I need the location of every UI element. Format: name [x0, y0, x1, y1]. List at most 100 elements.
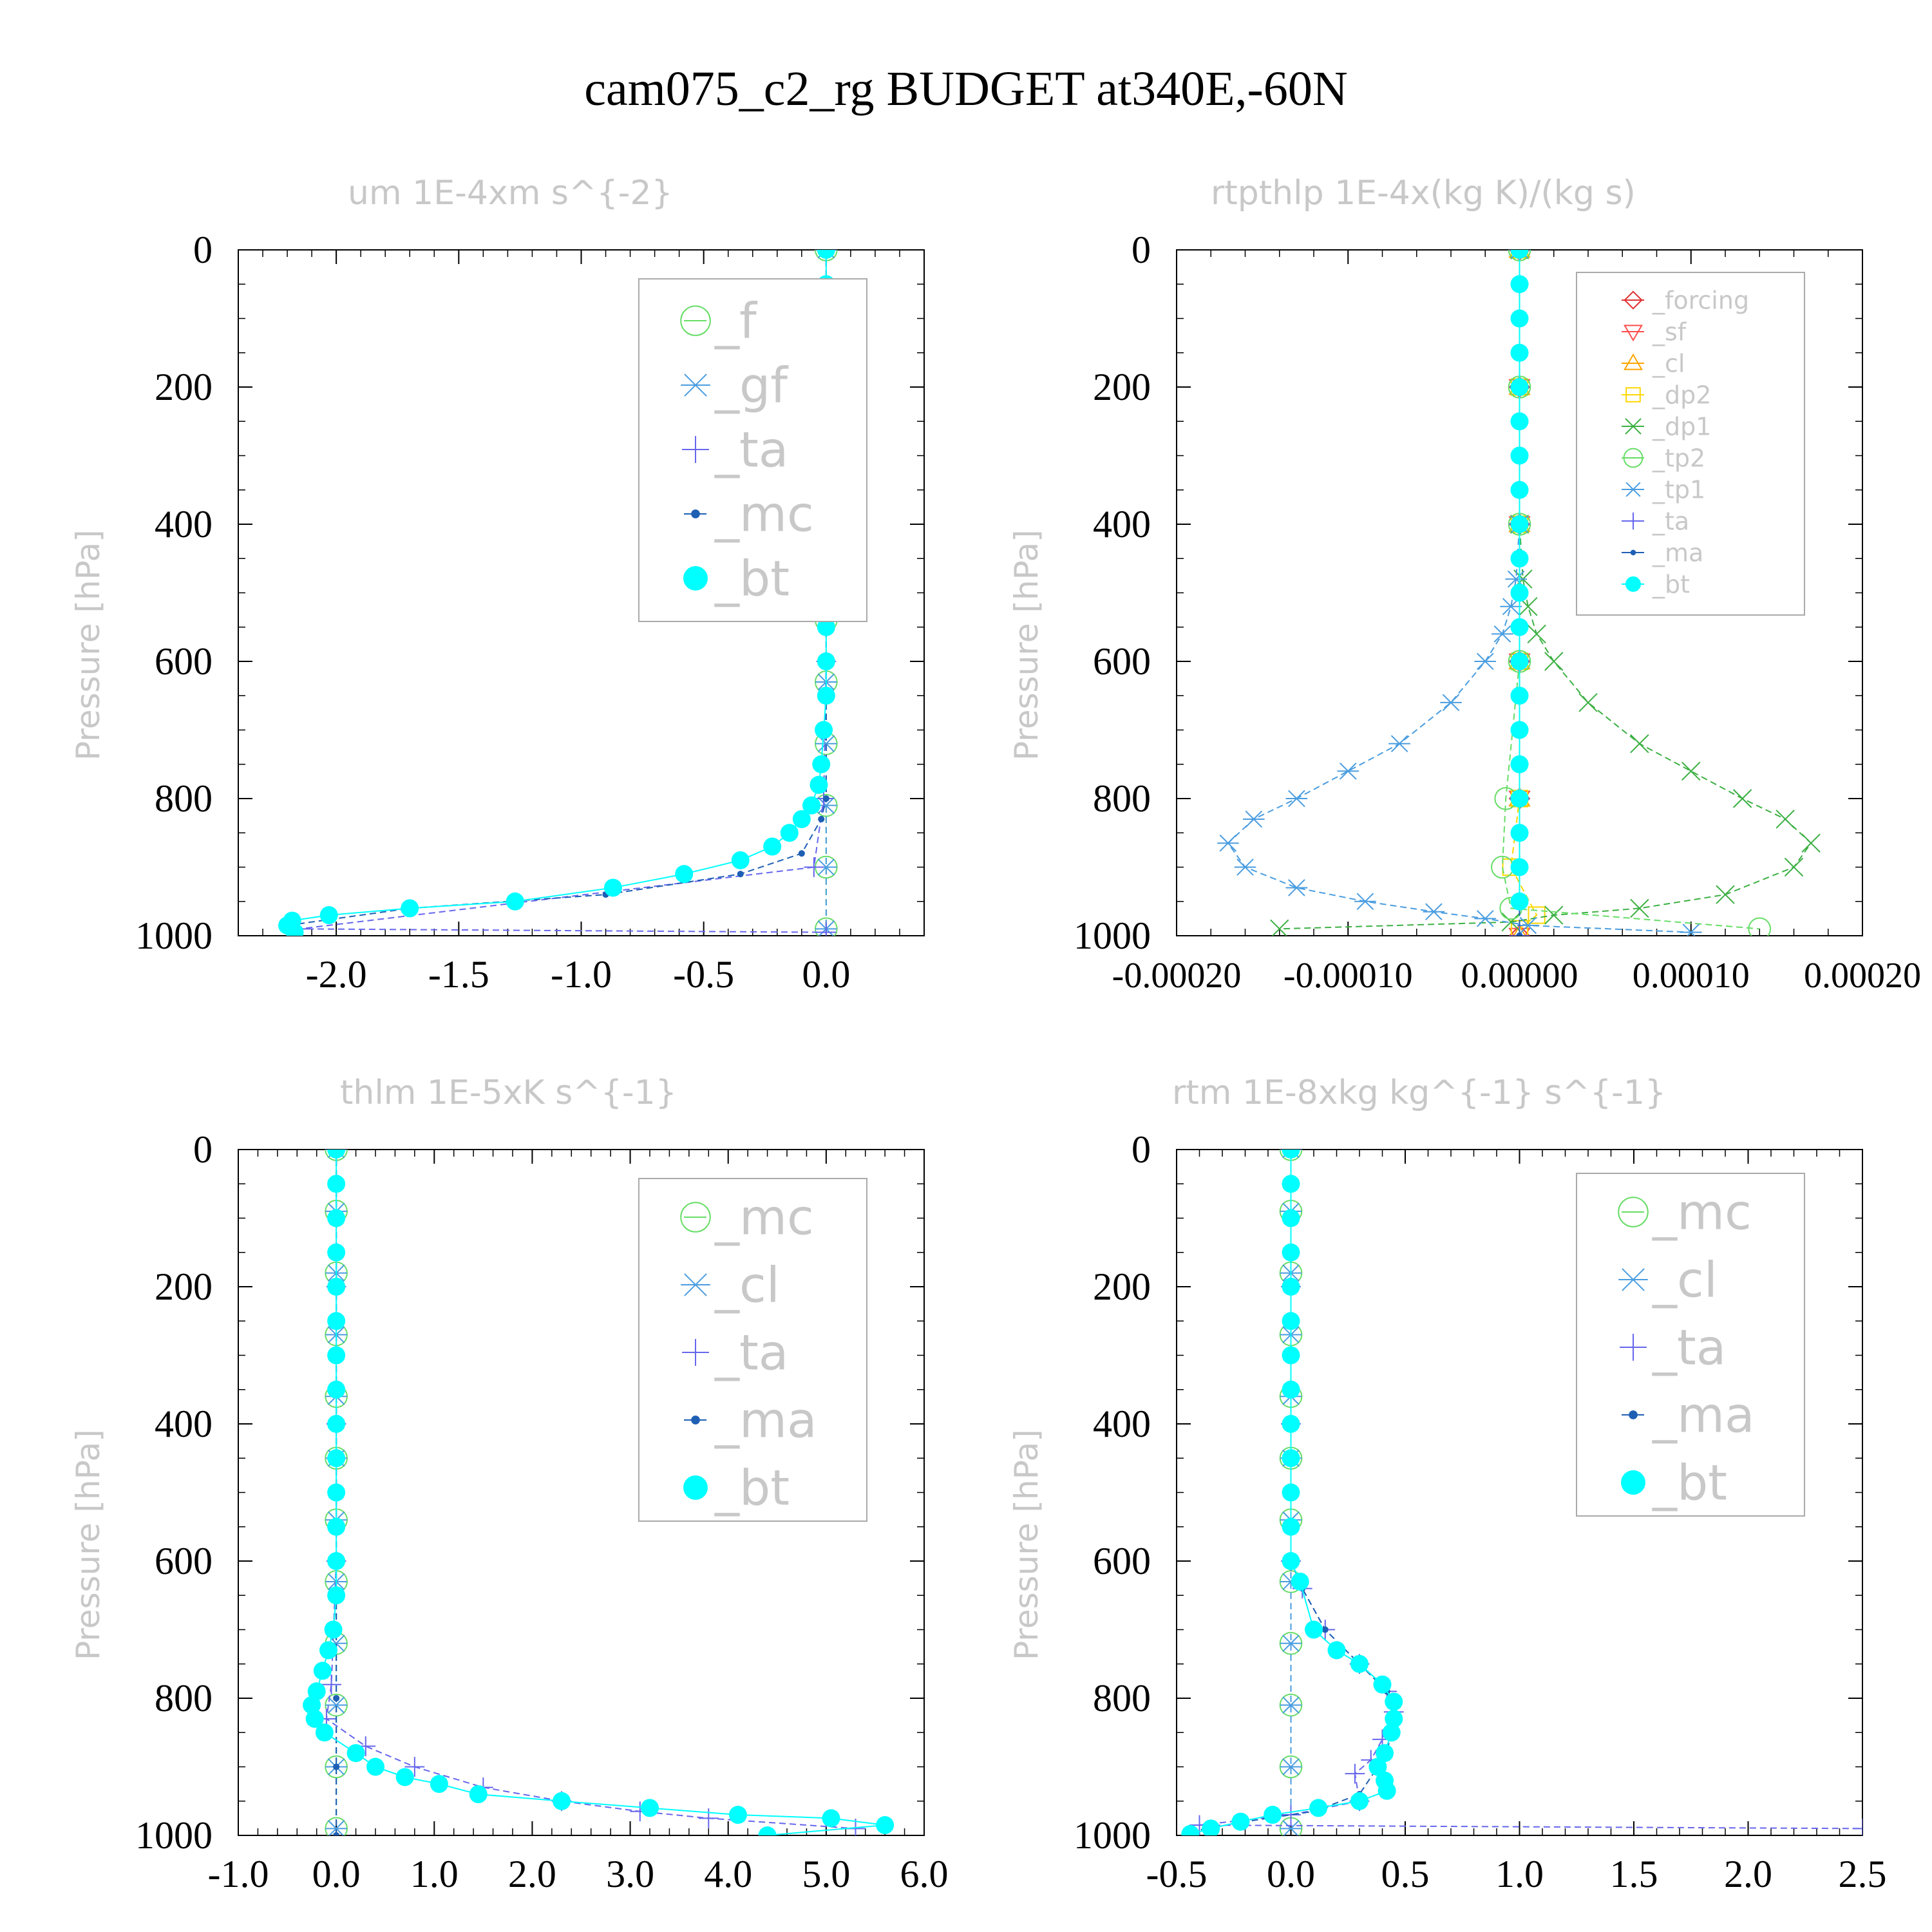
- x-tick-label: 0.0: [312, 1853, 361, 1895]
- legend-marker: [691, 509, 700, 518]
- data-point: [728, 1806, 747, 1824]
- data-point: [1510, 892, 1529, 911]
- legend-entry: _dp1: [1622, 412, 1711, 440]
- data-point: [366, 1757, 384, 1776]
- data-point: [553, 1792, 571, 1810]
- x-tick-label: -0.00020: [1112, 956, 1242, 996]
- data-point: [1281, 1804, 1301, 1825]
- y-tick-label: 1000: [135, 914, 213, 957]
- data-point: [1280, 1634, 1302, 1653]
- data-point: [817, 618, 835, 636]
- x-tick-label: 6.0: [900, 1853, 949, 1895]
- legend-marker: [1629, 1410, 1638, 1419]
- data-point: [1492, 625, 1513, 643]
- data-point: [1345, 1763, 1365, 1784]
- data-point: [327, 1175, 346, 1193]
- legend-entry: _bt: [1622, 570, 1690, 598]
- data-point: [675, 865, 694, 884]
- data-point: [1282, 1209, 1300, 1227]
- y-tick-label: 800: [1093, 1677, 1151, 1719]
- data-point: [1517, 916, 1539, 934]
- data-point: [1776, 810, 1795, 829]
- legend-label: _ta: [1652, 507, 1689, 535]
- x-tick-label: -2.0: [306, 953, 367, 996]
- data-point: [1280, 1758, 1302, 1776]
- data-point: [327, 1415, 346, 1433]
- legend-marker: [1624, 512, 1642, 530]
- data-point: [1801, 833, 1821, 853]
- y-tick-label: 200: [1093, 1265, 1151, 1308]
- data-point: [1282, 1312, 1300, 1331]
- data-point: [1516, 932, 1523, 936]
- x-tick-label: 4.0: [704, 1853, 752, 1895]
- data-point: [1385, 1709, 1403, 1728]
- legend-entry: _ta: [1620, 1319, 1726, 1376]
- data-point: [1280, 1820, 1302, 1835]
- data-point: [1264, 1806, 1282, 1824]
- data-point: [1181, 1824, 1200, 1835]
- data-point: [315, 1723, 334, 1742]
- legend-label: _ta: [1652, 1319, 1726, 1376]
- x-tick-label: 0.00020: [1804, 956, 1921, 996]
- x-tick-label: -1.0: [208, 1853, 269, 1895]
- data-point: [1784, 857, 1804, 877]
- legend-marker: [1624, 325, 1643, 342]
- data-point: [1282, 1552, 1300, 1570]
- data-point: [1378, 1781, 1396, 1800]
- legend-marker: [1625, 418, 1642, 435]
- legend-entry: _bt: [1621, 1454, 1727, 1511]
- data-point: [1327, 1641, 1346, 1660]
- data-point: [1388, 735, 1410, 753]
- legend-label: _cl: [1652, 1251, 1718, 1309]
- legend-label: _ma: [1652, 1387, 1755, 1444]
- x-tick-label: 1.5: [1610, 1853, 1658, 1895]
- data-point: [818, 815, 825, 822]
- data-point: [1385, 1692, 1403, 1711]
- panel-title: thlm 1E-5xK s^{-1}: [340, 1074, 677, 1112]
- legend-marker: [1625, 387, 1641, 402]
- data-point: [1510, 275, 1529, 294]
- legend-marker: [1630, 549, 1636, 556]
- data-point: [346, 1744, 365, 1763]
- legend-label: _bt: [1652, 570, 1690, 598]
- data-point: [802, 796, 821, 815]
- data-point: [1282, 1278, 1300, 1296]
- data-point: [469, 1785, 488, 1804]
- data-point: [1510, 652, 1529, 670]
- data-point: [1282, 1175, 1300, 1193]
- series-bt: [1181, 1150, 1403, 1835]
- legend-label: _sf: [1652, 317, 1687, 346]
- data-point: [1291, 1572, 1309, 1591]
- data-point: [731, 851, 750, 869]
- data-point: [1423, 903, 1445, 921]
- legend-marker: [1618, 1197, 1649, 1227]
- legend: _mc _cl _ta _ma _bt: [638, 1178, 867, 1522]
- legend-label: _ta: [714, 421, 788, 478]
- legend-entry: _mc: [1618, 1184, 1752, 1241]
- data-point: [1285, 790, 1308, 808]
- data-point: [1681, 761, 1701, 781]
- y-tick-label: 200: [155, 1265, 213, 1308]
- data-point: [1630, 898, 1649, 918]
- data-point: [603, 878, 622, 897]
- legend-label: _cl: [1652, 349, 1685, 377]
- legend-marker: [680, 305, 711, 336]
- legend-label: _ta: [714, 1324, 788, 1381]
- data-point: [1510, 583, 1529, 602]
- legend: _forcing _sf _cl _dp2 _dp1 _tp2 _tp1 _ta _ma _bt: [1576, 272, 1805, 616]
- legend-entry: _mc: [684, 486, 814, 543]
- y-tick-label: 800: [1093, 777, 1151, 820]
- data-point: [1528, 906, 1546, 924]
- data-point: [1350, 1792, 1368, 1810]
- data-point: [1282, 1243, 1300, 1262]
- data-point: [1217, 834, 1239, 852]
- legend-entry: _ma: [1622, 538, 1703, 567]
- data-point: [1513, 924, 1526, 936]
- data-point: [1510, 925, 1530, 936]
- data-point: [395, 1768, 414, 1786]
- data-point: [1508, 925, 1531, 936]
- legend-label: _ma: [714, 1392, 817, 1449]
- y-tick-label: 0: [193, 1128, 213, 1171]
